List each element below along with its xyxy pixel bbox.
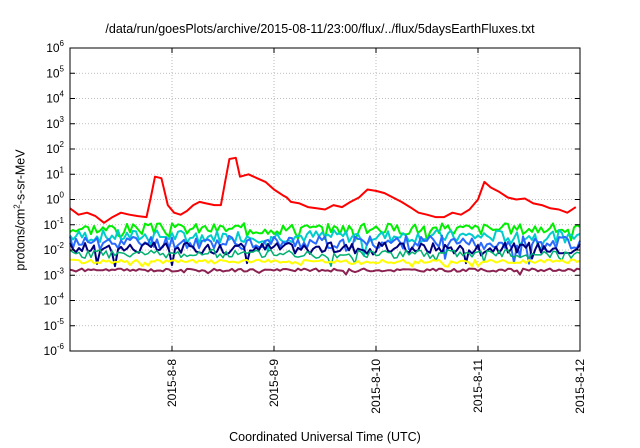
y-tick-label: 10-1 <box>44 216 65 232</box>
y-axis-label-wrap: protons/cm2-s-sr-MeV <box>8 60 32 360</box>
y-tick-label: 10-6 <box>44 342 65 358</box>
y-axis-label: protons/cm2-s-sr-MeV <box>12 149 27 270</box>
y-axis-label-rest: -s-sr-MeV <box>13 149 28 205</box>
x-tick-label: 2015-8-12 <box>573 359 587 414</box>
y-tick-label: 103 <box>46 115 64 131</box>
chart-title: /data/run/goesPlots/archive/2015-08-11/2… <box>105 22 535 36</box>
y-tick-label: 10-2 <box>44 241 65 257</box>
series-line <box>69 248 581 267</box>
y-tick-label: 106 <box>46 39 64 55</box>
x-tick-label: 2015-8-11 <box>471 359 485 413</box>
y-tick-label: 101 <box>46 165 64 181</box>
x-axis-label: Coordinated Universal Time (UTC) <box>229 430 421 444</box>
x-axis-ticks: 2015-8-8 2015-8-9 2015-8-10 2015-8-11 2015-8… <box>165 48 587 414</box>
y-tick-label: 10-5 <box>44 317 65 333</box>
series-line <box>69 156 577 224</box>
series-line <box>69 241 581 268</box>
y-tick-label: 102 <box>46 140 64 156</box>
y-tick-label: 10-4 <box>44 292 65 308</box>
y-axis-ticks: 10-6 10-5 10-4 10-3 10-2 10-1 100 101 102 103 104 1… <box>44 39 580 358</box>
y-axis-label-sup: 2 <box>12 204 22 209</box>
x-tick-label: 2015-8-10 <box>369 359 383 414</box>
grid-lines <box>70 48 580 351</box>
series-line <box>69 267 581 276</box>
y-tick-label: 100 <box>46 191 64 207</box>
series-lines <box>69 156 581 276</box>
x-tick-label: 2015-8-8 <box>165 359 179 407</box>
x-tick-label: 2015-8-9 <box>267 359 281 407</box>
y-tick-label: 105 <box>46 64 64 80</box>
y-axis-label-base: protons/cm <box>13 208 28 271</box>
series-line <box>69 258 581 268</box>
y-tick-label: 104 <box>46 90 64 106</box>
y-tick-label: 10-3 <box>44 266 65 282</box>
